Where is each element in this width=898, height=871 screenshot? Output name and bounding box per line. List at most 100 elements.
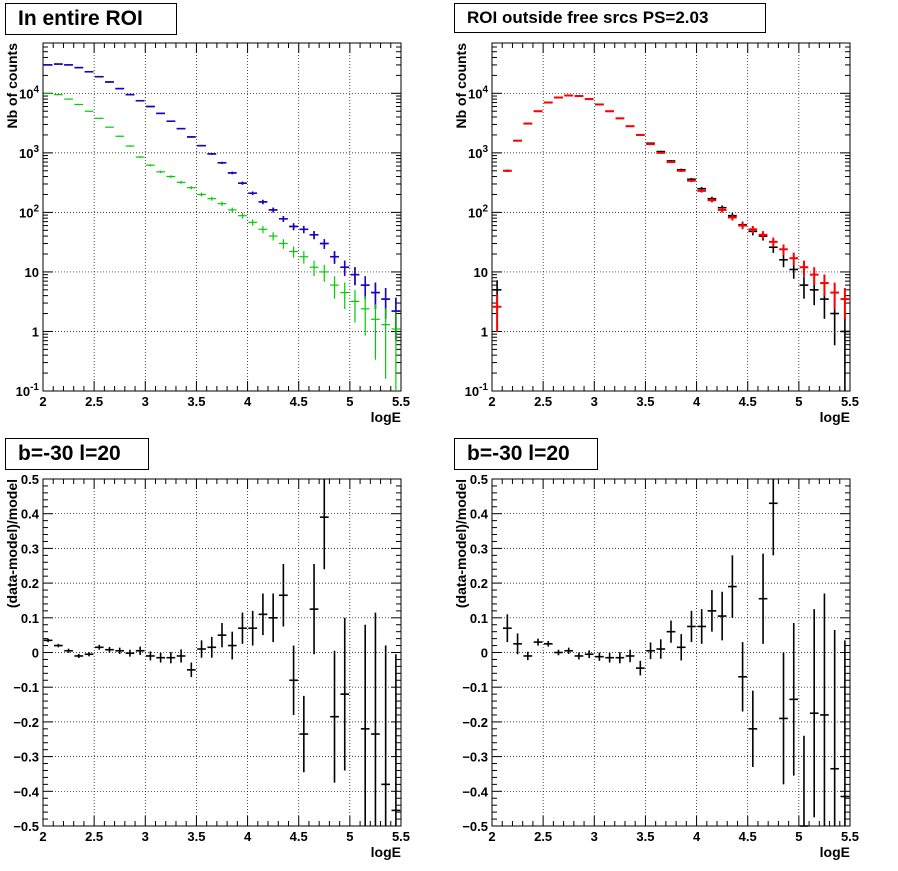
data-point <box>268 207 278 213</box>
data-point <box>840 287 850 319</box>
data-point <box>94 644 104 650</box>
data-point <box>584 650 594 659</box>
x-tick-label: 3 <box>591 394 598 409</box>
x-tick-label: 4 <box>693 394 701 409</box>
y-tick-label: 0.4 <box>470 507 489 522</box>
data-point <box>115 135 125 137</box>
data-point <box>248 191 258 196</box>
data-point <box>156 652 165 663</box>
data-point <box>186 186 196 190</box>
data-point <box>319 479 329 570</box>
y-tick-label: 1 <box>32 324 39 339</box>
data-point <box>340 260 350 277</box>
y-tick-label: 10-1 <box>465 382 489 399</box>
y-tick-label: 0 <box>481 646 488 661</box>
data-point <box>697 189 707 193</box>
data-point <box>319 264 329 282</box>
data-point <box>738 642 747 712</box>
x-tick-label: 2.5 <box>85 829 103 844</box>
x-tick-label: 3 <box>142 394 149 409</box>
data-point <box>319 239 329 249</box>
data-point <box>330 276 339 299</box>
x-tick-label: 3.5 <box>187 829 205 844</box>
series-3 <box>43 92 401 391</box>
y-tick-label: 103 <box>468 144 488 161</box>
x-axis-label: logE <box>820 844 850 860</box>
data-point <box>840 313 850 391</box>
data-point <box>166 175 176 178</box>
y-axis-label: Nb of counts <box>4 43 20 129</box>
data-point <box>707 590 717 632</box>
data-point <box>717 207 727 213</box>
plot-frame <box>42 42 402 392</box>
data-point <box>564 647 574 654</box>
data-point <box>502 169 512 172</box>
data-point <box>371 612 380 826</box>
data-point <box>258 225 268 234</box>
data-point <box>574 652 584 660</box>
data-point <box>625 649 635 663</box>
x-tick-label: 2 <box>488 394 495 409</box>
x-tick-label: 5 <box>346 829 353 844</box>
data-point <box>135 646 145 655</box>
plot-frame <box>491 42 851 392</box>
x-tick-label: 4 <box>244 394 252 409</box>
data-point <box>43 638 53 643</box>
data-point <box>381 645 391 826</box>
data-point <box>197 144 206 147</box>
x-tick-label: 4 <box>244 829 252 844</box>
data-point <box>340 617 350 771</box>
data-point <box>779 244 788 256</box>
data-point <box>502 614 512 643</box>
data-point <box>238 181 247 185</box>
data-point <box>84 652 94 657</box>
y-tick-label: 0.2 <box>21 576 39 591</box>
plot-frame <box>42 478 402 827</box>
data-point <box>350 289 360 323</box>
data-point <box>738 222 747 230</box>
data-point <box>748 225 758 234</box>
y-tick-label: 0.5 <box>21 472 39 487</box>
data-point <box>595 652 604 661</box>
data-point <box>635 660 645 676</box>
panel-title-bottom-right: b=-30 l=20 <box>454 438 598 470</box>
data-point <box>779 652 788 785</box>
y-axis-label: Nb of counts <box>453 43 469 129</box>
data-point <box>166 652 176 664</box>
data-point <box>799 260 809 277</box>
data-point <box>64 648 73 653</box>
data-point <box>758 553 768 644</box>
x-tick-label: 3 <box>591 829 598 844</box>
y-tick-label: 1 <box>481 324 488 339</box>
data-point <box>707 198 717 203</box>
data-point <box>309 231 319 240</box>
panel-2: 2 2.5 3 3.5 4 4.5 5 5.5 −0.5 −0.4 −0.3 −0.2 −0.1 0 0.1… <box>4 472 410 860</box>
data-point <box>207 153 217 155</box>
data-point <box>492 294 502 332</box>
data-point <box>360 276 370 299</box>
data-point <box>176 128 186 130</box>
y-tick-label: −0.1 <box>462 680 488 695</box>
x-tick-label: 3.5 <box>187 394 205 409</box>
panel-title-bottom-left: b=-30 l=20 <box>5 438 149 470</box>
data-point <box>697 609 707 644</box>
data-point <box>156 170 165 174</box>
panel-title-top-left: In entire ROI <box>5 3 177 35</box>
y-tick-label: 10 <box>25 265 39 280</box>
data-point <box>543 641 553 647</box>
panel-title-top-right: ROI outside free srcs PS=2.03 <box>454 3 766 33</box>
data-point <box>258 593 268 636</box>
data-point <box>135 156 145 158</box>
y-tick-label: 0.5 <box>470 472 488 487</box>
x-tick-label: 2 <box>39 829 46 844</box>
data-point <box>74 653 84 659</box>
data-point <box>605 652 614 663</box>
y-tick-label: −0.5 <box>462 819 488 834</box>
data-point <box>360 624 370 826</box>
y-tick-label: 0.4 <box>21 507 40 522</box>
data-point <box>820 274 829 296</box>
data-point <box>728 214 737 221</box>
data-point <box>809 267 819 286</box>
x-tick-label: 2.5 <box>85 394 103 409</box>
